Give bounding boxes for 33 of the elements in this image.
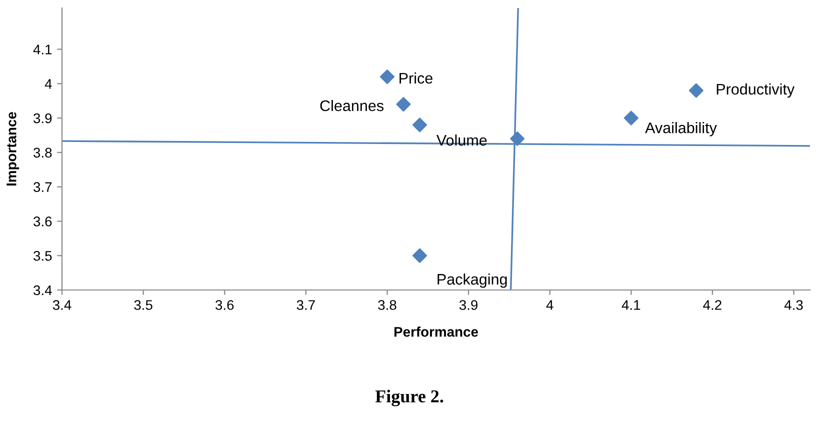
- annotation: Price: [400, 72, 432, 84]
- y-tick-label: 3.4: [34, 285, 52, 296]
- point: [396, 97, 411, 112]
- annotation: Availability: [645, 122, 717, 136]
- annotation: Packaging: [438, 273, 507, 288]
- x-tick-label: 4.2: [703, 300, 722, 310]
- y-tick-label: 3.7: [34, 182, 52, 192]
- y-tick-label: 3.6: [34, 216, 52, 226]
- x-tick-label: 3.6: [215, 300, 234, 310]
- x-tick-label: 4: [546, 300, 554, 310]
- x-tick-label: 3.9: [459, 300, 478, 310]
- point: [380, 69, 394, 84]
- y-tick-label: 4: [44, 79, 52, 89]
- point: [412, 248, 428, 263]
- text: Figure 2.: [375, 390, 444, 406]
- x-tick-label: 3.5: [134, 300, 152, 310]
- x-tick-label: 4.1: [622, 300, 640, 310]
- y-axis-title: Importance: [6, 112, 20, 186]
- x-tick-label: 3.4: [52, 300, 72, 310]
- x-tick-label: 4.3: [784, 300, 803, 310]
- y-tick-label: 3.8: [34, 148, 52, 158]
- annotation: Cleannes: [320, 100, 384, 112]
- x-tick-label: 3.7: [296, 300, 315, 310]
- y-tick-label: 4.1: [33, 44, 52, 54]
- y-tick-label: 3.5: [34, 250, 52, 261]
- x-axis-title: Performance: [394, 326, 478, 337]
- point: [412, 118, 428, 132]
- annotation: Productivity: [716, 83, 795, 98]
- y-tick-label: 3.9: [34, 113, 52, 124]
- point: [510, 131, 525, 146]
- x-tick-label: 3.8: [378, 300, 396, 310]
- point: [624, 110, 638, 126]
- point: [688, 83, 704, 98]
